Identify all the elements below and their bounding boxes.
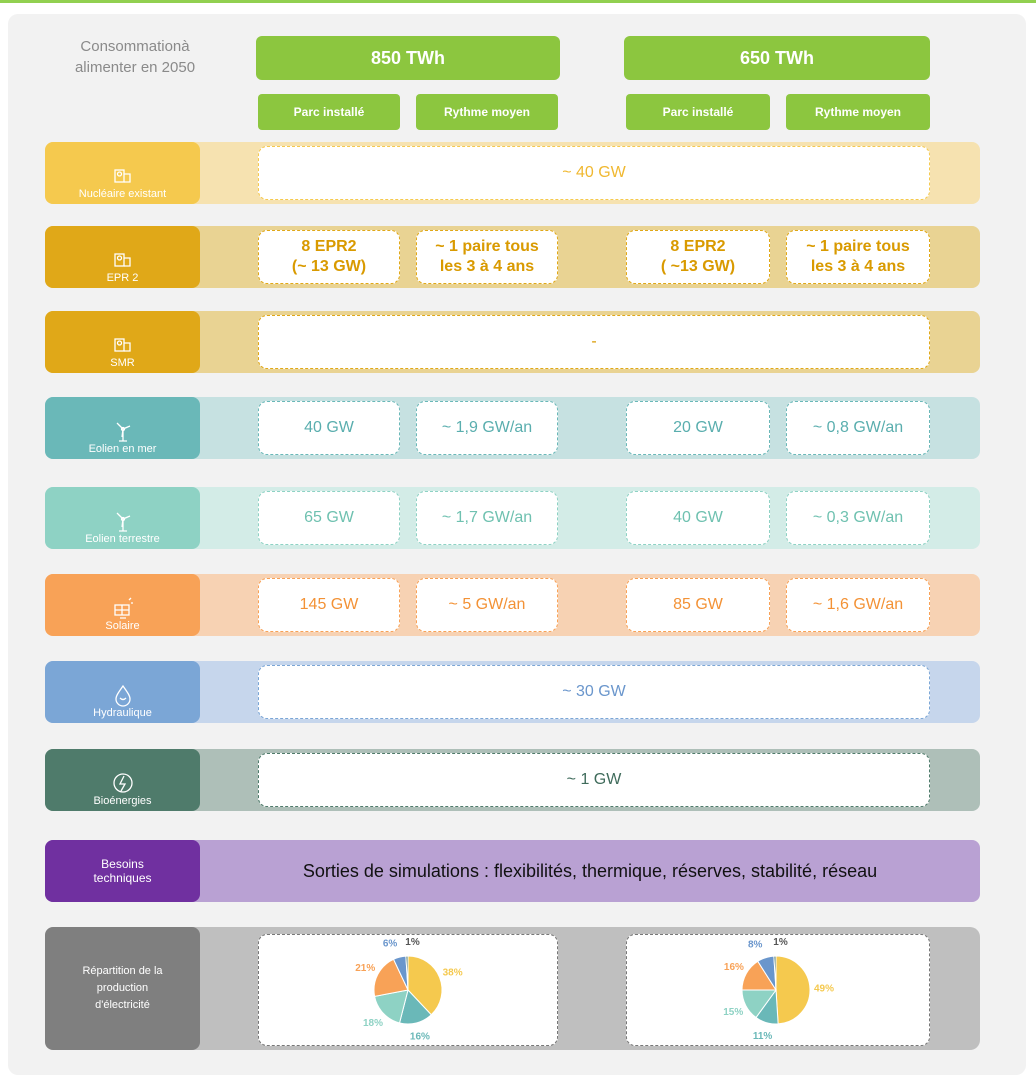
pie-box: 49% 11% 15% 16% 8% 1% [626,934,930,1046]
row-cell: 85 GW [626,578,770,632]
row-label-box: SMR [45,311,200,373]
row-label: Eolien en mer [88,443,157,455]
row-cell: ~ 5 GW/an [416,578,558,632]
row-label-box: Eolien terrestre [45,487,200,549]
top-rule [0,0,1036,3]
pie-label: 6% [383,939,398,950]
besoins-band [45,840,980,902]
pie-label: 16% [410,1031,430,1042]
row-label: Solaire [105,620,140,632]
row-label: Bioénergies [93,795,152,807]
pie-label: 18% [363,1018,383,1029]
pie-label: 15% [723,1007,743,1018]
row-label-box: Eolien en mer [45,397,200,459]
pie-label: 8% [748,939,763,950]
pie-slice [773,955,777,991]
row-cell: 40 GW [258,401,400,455]
row-cell: ~ 1,6 GW/an [786,578,930,632]
row-cell: - [258,315,930,369]
row-icon [116,422,130,442]
row-label: Hydraulique [93,707,152,719]
row-cell: 20 GW [626,401,770,455]
row-label: Eolien terrestre [85,533,160,545]
row-cell: ~ 40 GW [258,146,930,200]
pie-label: 1% [405,937,420,948]
pie-label: 49% [814,983,834,994]
besoins-label: Besoins techniques [45,840,200,902]
pie-slice [407,955,443,1016]
row-label-box: Nucléaire existant [45,142,200,204]
pie-chart: 38% 16% 18% 21% 6% 1% [355,937,463,1042]
row-cell: ~ 1 paire tous les 3 à 4 ans [786,230,930,284]
column-header: Rythme moyen [416,94,558,130]
repartition-label: Répartition de la production d'électrici… [45,927,200,1050]
row-cell: ~ 0,8 GW/an [786,401,930,455]
row-label: EPR 2 [106,272,139,284]
pie-chart: 49% 11% 15% 16% 8% 1% [723,937,834,1042]
row-label-box: Solaire [45,574,200,636]
row-icon [113,169,131,183]
row-cell: 8 EPR2 (~ 13 GW) [258,230,400,284]
pie-slice [373,958,409,997]
row-cell: 40 GW [626,491,770,545]
column-header: Rythme moyen [786,94,930,130]
row-cell: 8 EPR2 ( ~13 GW) [626,230,770,284]
row-label-box: Hydraulique [45,661,200,723]
pie-slice [775,955,811,1025]
row-cell: ~ 30 GW [258,665,930,719]
pie-label: 16% [724,962,744,973]
row-cell: ~ 1 GW [258,753,930,807]
row-label: Nucléaire existant [78,188,167,200]
row-label-box: Bioénergies [45,749,200,811]
scenario-title: 850 TWh [256,36,560,80]
besoins-text: Sorties de simulations : flexibilités, t… [302,860,878,881]
pie-label: 21% [355,963,375,974]
pie-box: 38% 16% 18% 21% 6% 1% [258,934,558,1046]
row-cell: 65 GW [258,491,400,545]
row-icon [113,597,133,619]
pie-label: 1% [773,937,788,948]
header-label: Consommationà alimenter en 2050 [74,38,196,76]
column-header: Parc installé [258,94,400,130]
row-cell: ~ 1,9 GW/an [416,401,558,455]
row-label-box: EPR 2 [45,226,200,288]
row-label: SMR [110,357,135,369]
row-cell: ~ 1 paire tous les 3 à 4 ans [416,230,558,284]
row-cell: ~ 1,7 GW/an [416,491,558,545]
pie-slice [405,955,409,991]
pie-label: 38% [443,967,463,978]
row-cell: ~ 0,3 GW/an [786,491,930,545]
row-icon [113,253,131,267]
column-header: Parc installé [626,94,770,130]
pie-label: 11% [753,1031,773,1042]
row-icon [112,773,133,793]
row-icon [113,338,131,352]
scenario-title: 650 TWh [624,36,930,80]
row-icon [114,684,131,707]
row-cell: 145 GW [258,578,400,632]
row-icon [116,512,130,532]
